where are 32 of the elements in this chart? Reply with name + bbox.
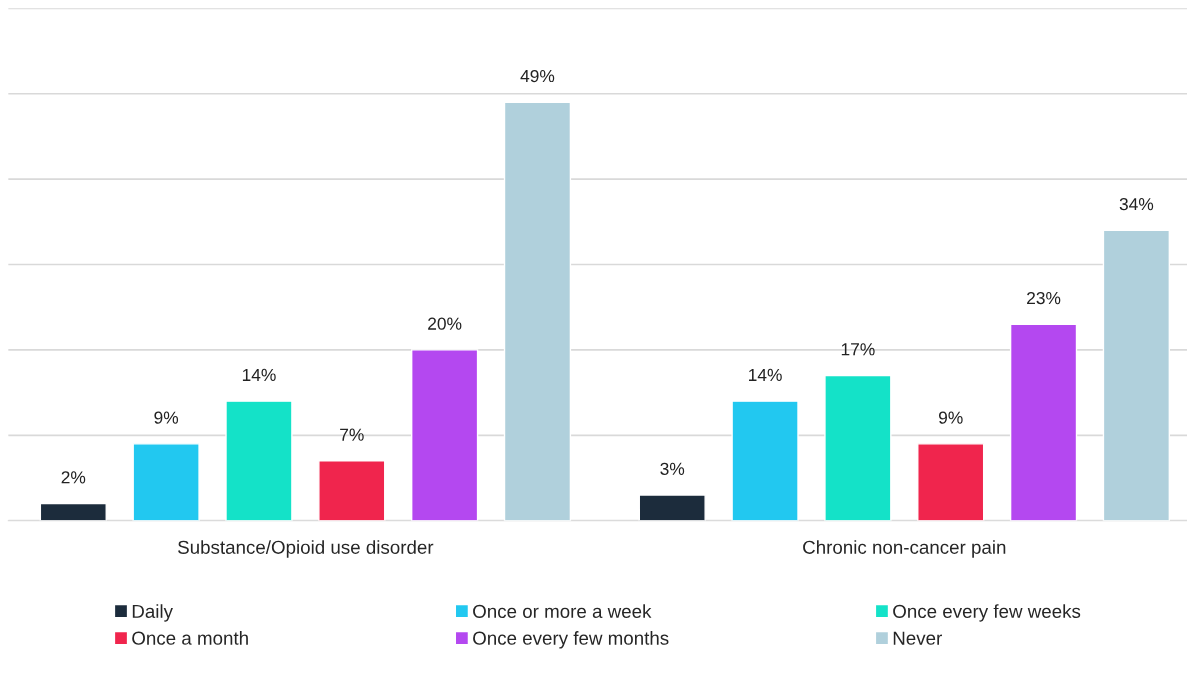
- data-label: 2%: [61, 471, 86, 484]
- data-label: 3%: [660, 462, 685, 475]
- bar: [318, 460, 386, 521]
- data-label: 34%: [1119, 197, 1154, 211]
- data-label: 7%: [340, 428, 364, 441]
- bar: [638, 494, 706, 521]
- bar: [731, 400, 799, 521]
- data-label: 9%: [938, 411, 963, 424]
- data-label: 17%: [841, 343, 875, 356]
- bar: [39, 502, 107, 521]
- legend-label: Once every few weeks: [893, 604, 1081, 622]
- data-label: 20%: [428, 317, 462, 330]
- legend-label: Never: [893, 631, 942, 645]
- data-label: 9%: [154, 411, 179, 424]
- legend-label: Once a month: [132, 631, 248, 645]
- x-tick-label: Chronic non-cancer pain: [803, 540, 1006, 558]
- data-label: 14%: [749, 368, 782, 381]
- legend-label: Once or more a week: [473, 604, 652, 618]
- bar: [132, 443, 200, 521]
- legend-label: Once every few months: [473, 631, 669, 649]
- bar: [917, 443, 985, 521]
- bar: [225, 400, 293, 521]
- bar: [824, 374, 892, 521]
- data-label: 23%: [1027, 291, 1061, 305]
- data-label: 49%: [520, 69, 555, 83]
- data-label: 14%: [242, 368, 276, 381]
- bar: [1102, 229, 1171, 521]
- bar: [503, 101, 572, 521]
- x-tick-label: Substance/Opioid use disorder: [178, 540, 434, 558]
- legend-label: Daily: [132, 604, 173, 622]
- bar: [1009, 323, 1078, 521]
- bar: [410, 349, 479, 521]
